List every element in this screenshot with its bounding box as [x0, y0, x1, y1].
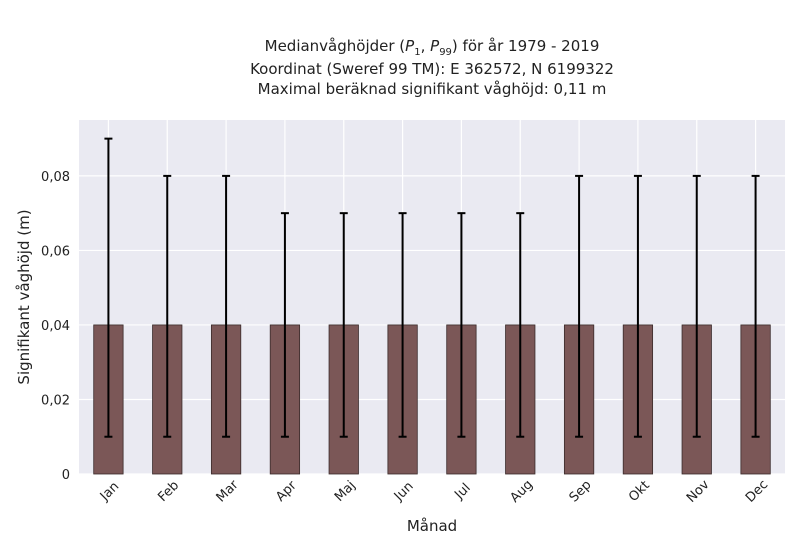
x-tick-label: Apr — [273, 478, 300, 505]
error-bar — [398, 212, 407, 438]
x-tick-label: Okt — [626, 478, 653, 505]
y-tick-labels: 0 0,02 0,04 0,06 0,08 — [41, 170, 70, 483]
error-bar — [163, 174, 172, 438]
title-line-3: Maximal beräknad signifikant våghöjd: 0,… — [258, 80, 607, 98]
error-bar — [751, 174, 760, 438]
error-bars — [104, 137, 760, 438]
x-tick-label: Dec — [743, 477, 771, 505]
y-tick-label: 0,04 — [41, 319, 70, 334]
x-tick-label: Jul — [451, 481, 473, 503]
title-line-2: Koordinat (Sweref 99 TM): E 362572, N 61… — [250, 60, 614, 78]
x-tick-label: Aug — [507, 477, 536, 506]
x-tick-label: Feb — [155, 478, 182, 505]
x-tick-label: Nov — [684, 477, 713, 506]
error-bar — [516, 212, 525, 438]
x-tick-labels: Jan Feb Mar Apr Maj Jun Jul Aug Sep Okt Nov Dec — [97, 477, 771, 506]
x-tick-label: Mar — [214, 477, 242, 505]
error-bar — [339, 212, 348, 438]
error-bar — [575, 174, 584, 438]
x-axis-label: Månad — [407, 517, 457, 535]
y-tick-label: 0,08 — [41, 170, 70, 185]
error-bar — [104, 137, 113, 438]
y-axis-label: Signifikant våghöjd (m) — [15, 209, 33, 384]
error-bar — [222, 174, 231, 438]
x-tick-label: Maj — [332, 478, 359, 505]
error-bar — [280, 212, 289, 438]
error-bar — [633, 174, 642, 438]
y-tick-label: 0 — [62, 468, 70, 483]
plot-area — [79, 120, 785, 474]
chart-title: Medianvåghöjder (P1, P99) för år 1979 - … — [250, 37, 614, 98]
error-bar — [457, 212, 466, 438]
y-tick-label: 0,06 — [41, 244, 70, 259]
x-tick-label: Jan — [97, 479, 122, 504]
x-tick-label: Jun — [391, 479, 417, 505]
y-tick-label: 0,02 — [41, 393, 70, 408]
title-line-1: Medianvåghöjder (P1, P99) för år 1979 - … — [265, 37, 600, 58]
x-tick-label: Sep — [567, 478, 595, 506]
error-bar — [692, 174, 701, 438]
